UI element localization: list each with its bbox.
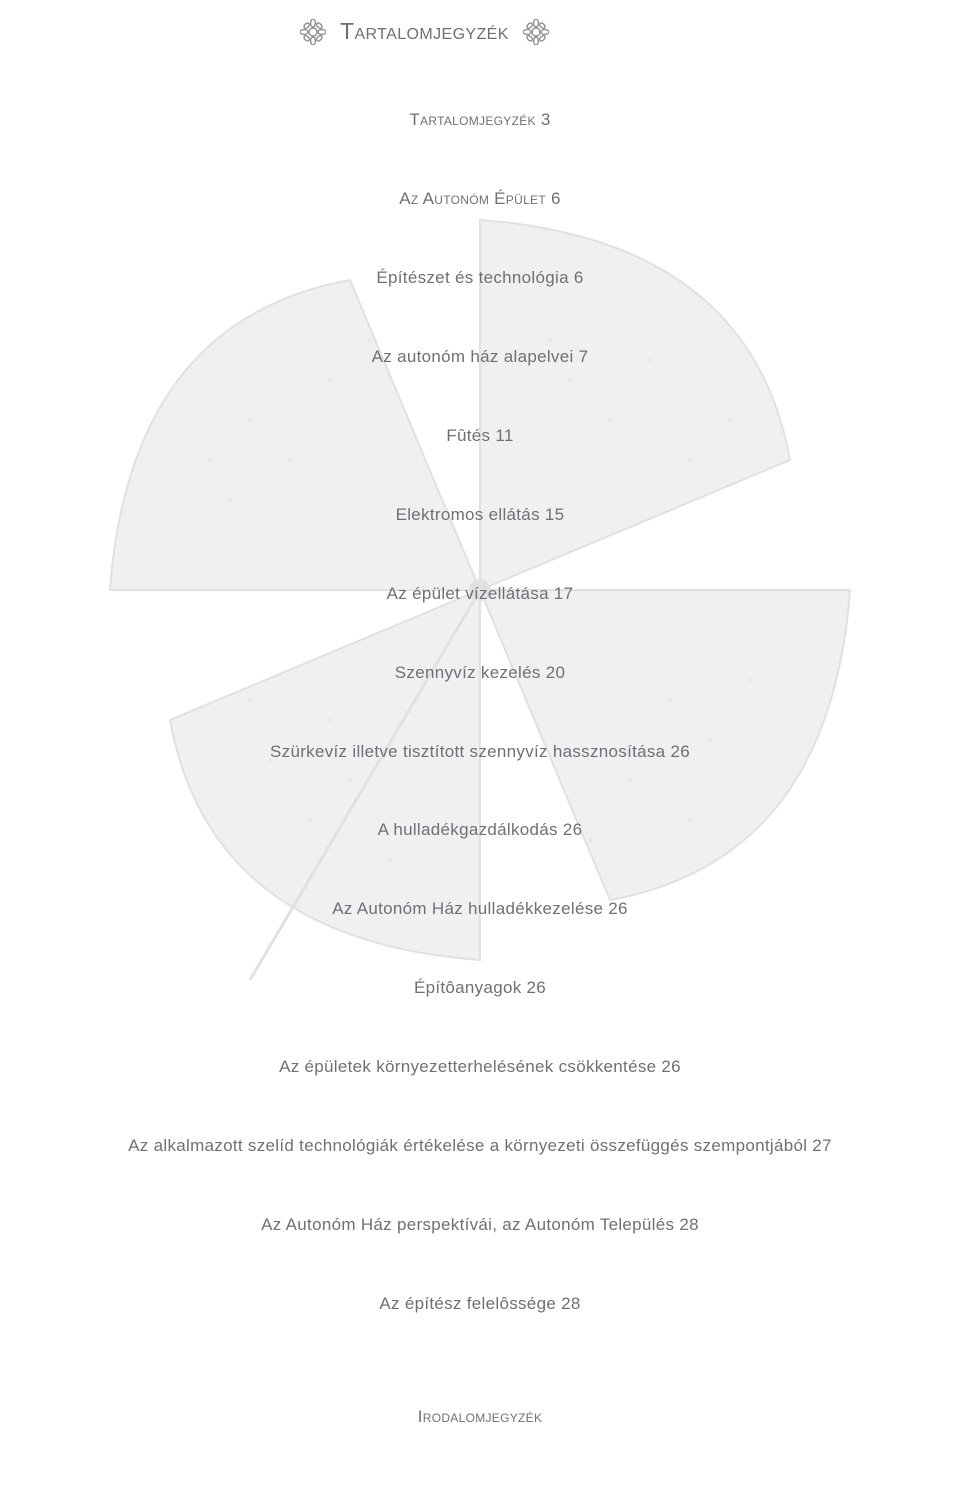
toc-entry: Építôanyagok 26 (0, 977, 960, 1000)
toc-entry: Az építész felelôssége 28 (0, 1293, 960, 1316)
toc-entry: Az épület vízellátása 17 (0, 583, 960, 606)
toc-entry: Az Autonóm Épület 6 (0, 188, 960, 211)
toc-entry: Az Autonóm Ház perspektívái, az Autonóm … (0, 1214, 960, 1237)
toc-entry: Elektromos ellátás 15 (0, 504, 960, 527)
toc-entry: Az Autonóm Ház hulladékkezelése 26 (0, 898, 960, 921)
page-title: Tartalomjegyzék (340, 18, 509, 45)
toc-entry: Az alkalmazott szelíd technológiák érték… (0, 1135, 960, 1158)
toc-entry: Tartalomjegyzék 3 (0, 109, 960, 132)
page-title-row: Tartalomjegyzék (0, 18, 960, 45)
toc-entry: Építészet és technológia 6 (0, 267, 960, 290)
rosette-icon (523, 19, 549, 45)
toc-entry: A hulladékgazdálkodás 26 (0, 819, 960, 842)
table-of-contents: Tartalomjegyzék 3 Az Autonóm Épület 6 Ép… (0, 109, 960, 1429)
toc-entry: Szürkevíz illetve tisztított szennyvíz h… (0, 741, 960, 764)
toc-entry: Szennyvíz kezelés 20 (0, 662, 960, 685)
toc-entry: Az épületek környezetterhelésének csökke… (0, 1056, 960, 1079)
toc-entry: Az autonóm ház alapelvei 7 (0, 346, 960, 369)
page-content: Tartalomjegyzék (0, 0, 960, 1429)
rosette-icon (300, 19, 326, 45)
toc-entry: Fûtés 11 (0, 425, 960, 448)
toc-entry: Irodalomjegyzék (0, 1406, 960, 1429)
